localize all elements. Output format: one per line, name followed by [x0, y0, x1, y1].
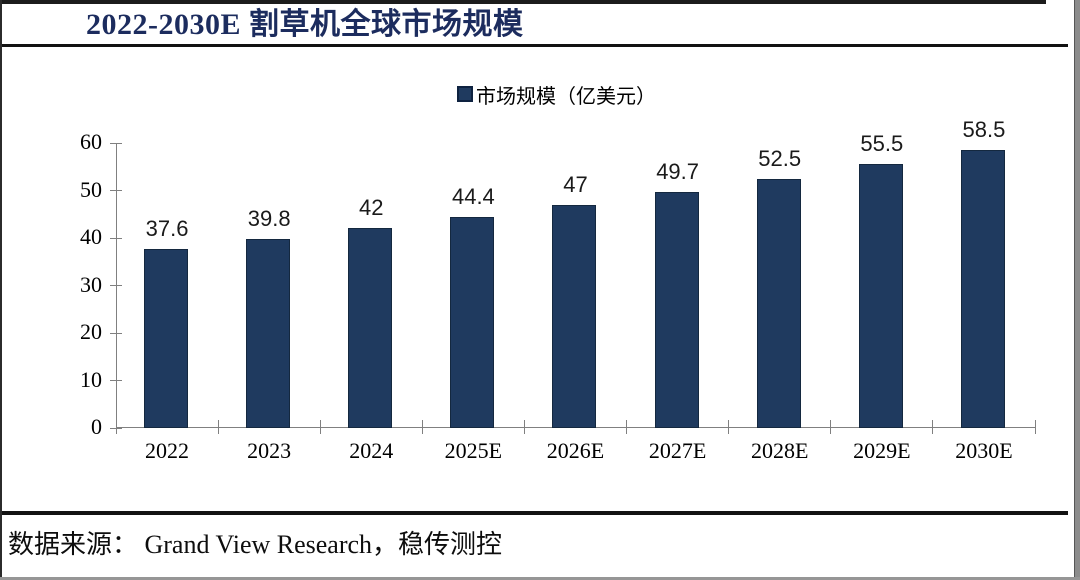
x-tick-label: 2030E: [955, 438, 1013, 463]
x-axis-tick: [115, 420, 117, 434]
x-axis-tick: [932, 420, 934, 434]
bar: [144, 249, 189, 428]
legend-label: 市场规模（亿美元）: [476, 85, 656, 108]
bar: [960, 150, 1005, 428]
bar-column: 37.6 2022: [116, 143, 218, 463]
plot-area: 0 10 20 30 40 50 60 37.6 2022 39.8 2023 42 2024 44.4 2…: [80, 117, 1036, 463]
bar: [756, 179, 801, 428]
page-title: 2022-2030E 割草机全球市场规模: [86, 8, 524, 41]
bar: [654, 192, 699, 428]
x-axis-tick: [1034, 420, 1036, 434]
y-tick-label: 20: [80, 319, 102, 344]
y-axis-tick: [110, 380, 122, 381]
y-axis-tick: [110, 190, 122, 191]
bar-value-label: 37.6: [145, 216, 189, 241]
y-axis-tick: [110, 142, 122, 144]
source-line: 数据来源： Grand View Research，稳传测控: [8, 530, 503, 559]
bar-value-label: 55.5: [860, 131, 904, 156]
x-axis-tick: [728, 420, 730, 434]
bar: [552, 205, 597, 428]
x-tick-label: 2029E: [853, 438, 911, 463]
y-tick-label: 10: [80, 366, 102, 392]
x-axis-tick: [319, 420, 321, 434]
bar-column: 42 2024: [320, 143, 422, 463]
bar: [858, 164, 903, 428]
header-divider: [2, 44, 1068, 47]
x-axis-tick: [830, 420, 832, 434]
x-tick-label: 2026E: [546, 438, 605, 463]
bar-column: 55.5 2029E: [831, 131, 933, 463]
bar-value-label: 58.5: [962, 117, 1006, 142]
bar-column: 49.7 2027E: [627, 143, 729, 463]
x-tick-label: 2025E: [444, 438, 503, 463]
y-tick-label: 30: [80, 271, 102, 297]
bar-value-label: 49.7: [656, 159, 700, 184]
x-axis-tick: [626, 420, 628, 434]
chart-legend: 市场规模（亿美元）: [457, 84, 656, 108]
x-axis-tick: [523, 420, 525, 434]
title-bar: 2022-2030E 割草机全球市场规模: [86, 5, 524, 44]
footer-divider: [2, 511, 1068, 515]
x-tick-label: 2023: [247, 438, 292, 463]
y-axis-tick: [110, 237, 122, 239]
top-edge-strip: [0, 0, 1046, 4]
y-tick-label: 0: [91, 414, 102, 439]
y-tick-label: 60: [80, 129, 102, 154]
bar-value-label: 47: [563, 172, 588, 197]
bar-column: 44.4 2025E: [422, 143, 524, 463]
x-axis-tick: [421, 420, 423, 434]
x-tick-label: 2028E: [750, 438, 809, 463]
x-tick-label: 2022: [145, 438, 190, 463]
y-tick-label: 50: [80, 176, 102, 202]
bar-column: 47 2026E: [524, 143, 626, 463]
x-tick-label: 2024: [349, 438, 394, 463]
y-axis-tick: [110, 285, 122, 286]
bar: [348, 228, 393, 428]
bar: [450, 217, 495, 428]
bar-value-label: 39.8: [247, 206, 291, 231]
bar-column: 58.5 2030E: [933, 117, 1035, 463]
bottom-edge-strip: [0, 577, 1080, 580]
bar-value-label: 42: [359, 195, 384, 220]
bar: [246, 239, 291, 428]
bar-column: 39.8 2023: [218, 143, 320, 463]
bar-value-label: 52.5: [758, 146, 802, 171]
bar-column: 52.5 2028E: [729, 143, 831, 463]
y-axis-tick: [110, 332, 122, 334]
x-tick-label: 2027E: [648, 438, 707, 463]
left-edge-strip: [0, 0, 2, 577]
bar-value-label: 44.4: [451, 184, 495, 209]
x-axis-tick: [217, 420, 219, 434]
right-edge-strip: [1074, 0, 1080, 580]
legend-swatch: [457, 86, 473, 102]
y-tick-label: 40: [80, 224, 102, 249]
